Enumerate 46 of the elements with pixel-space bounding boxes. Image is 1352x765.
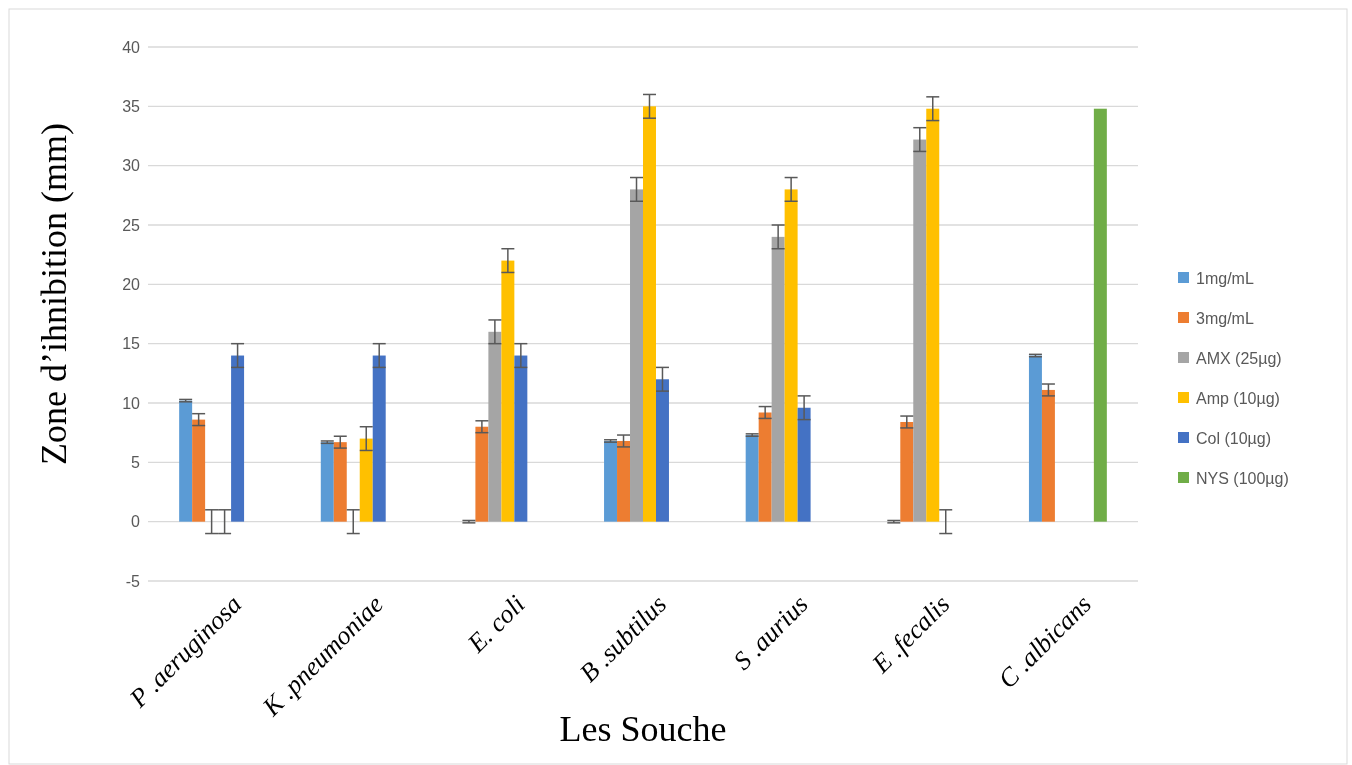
bar bbox=[655, 379, 669, 522]
bar bbox=[488, 331, 502, 522]
bar bbox=[320, 442, 334, 522]
x-axis-title: Les Souche bbox=[559, 709, 727, 749]
y-axis-title: Zone d’ihnibition (mm) bbox=[34, 123, 74, 465]
bar bbox=[630, 189, 643, 522]
y-tick-label: 30 bbox=[122, 157, 141, 175]
y-tick-label: 0 bbox=[131, 513, 141, 531]
bar bbox=[797, 407, 811, 522]
y-tick-label: 15 bbox=[122, 335, 141, 353]
bar bbox=[179, 400, 193, 522]
bar bbox=[192, 419, 206, 522]
y-tick-label: 5 bbox=[131, 453, 141, 471]
legend-label: 1mg/mL bbox=[1196, 269, 1254, 287]
legend-label: 3mg/mL bbox=[1196, 309, 1254, 327]
bar bbox=[926, 108, 940, 522]
bar bbox=[771, 236, 785, 522]
x-tick-label: E. coli bbox=[461, 589, 531, 659]
legend-label: NYS (100µg) bbox=[1196, 469, 1289, 487]
bar bbox=[1028, 355, 1042, 522]
bar bbox=[604, 440, 618, 522]
bar bbox=[475, 426, 489, 522]
bar bbox=[913, 139, 927, 522]
y-tick-label: 10 bbox=[122, 394, 141, 412]
bar bbox=[643, 106, 656, 522]
y-tick-label: 25 bbox=[122, 216, 141, 234]
bar bbox=[900, 421, 914, 522]
bar bbox=[333, 442, 347, 522]
bar bbox=[758, 412, 772, 522]
bar bbox=[1041, 389, 1055, 522]
bar bbox=[501, 260, 515, 522]
bar bbox=[231, 355, 245, 522]
legend-label: AMX (25µg) bbox=[1196, 349, 1282, 367]
y-tick-label: 35 bbox=[122, 97, 141, 115]
bar bbox=[745, 435, 759, 522]
bar bbox=[514, 355, 528, 522]
bar bbox=[359, 438, 373, 522]
y-tick-label: 20 bbox=[122, 275, 141, 293]
bar bbox=[372, 355, 386, 522]
bar bbox=[617, 440, 631, 522]
legend-label: Amp (10µg) bbox=[1196, 389, 1280, 407]
bar bbox=[784, 189, 798, 522]
bar bbox=[1093, 108, 1107, 522]
legend-label: Col (10µg) bbox=[1196, 429, 1272, 447]
y-tick-label: -5 bbox=[125, 572, 141, 590]
y-tick-label: 40 bbox=[122, 38, 141, 56]
